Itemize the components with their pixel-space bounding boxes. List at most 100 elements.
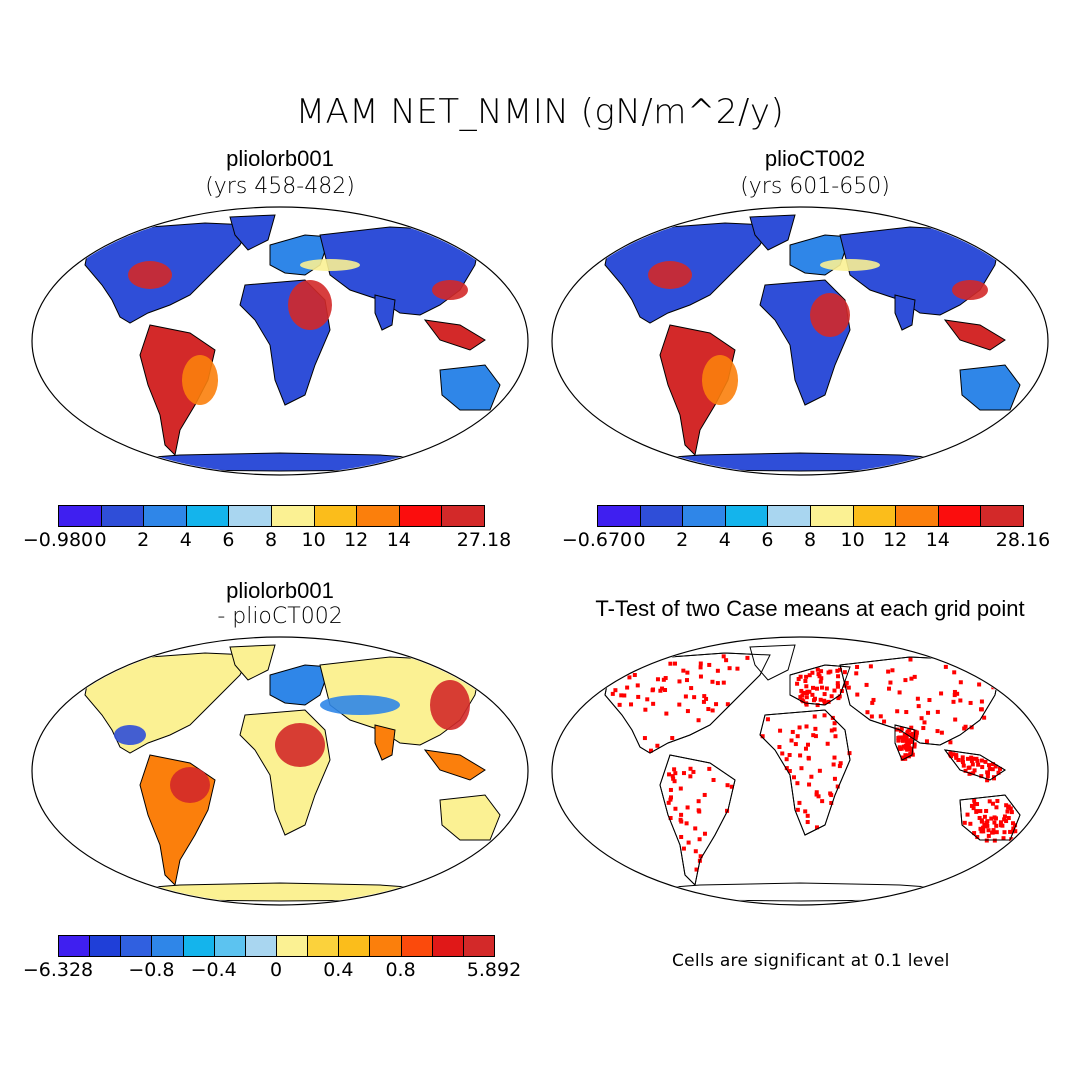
significant-cell (979, 758, 984, 763)
significant-cell (979, 829, 984, 834)
significant-cell (810, 692, 815, 697)
significant-cell (985, 774, 990, 779)
significant-cell (832, 776, 837, 781)
significant-cell (897, 690, 902, 695)
panel-title-bottom-left: pliolorb001 (226, 578, 334, 603)
significant-cell (817, 674, 822, 679)
significant-cell (903, 678, 908, 683)
significant-cell (886, 669, 891, 674)
significant-cell (804, 702, 809, 707)
significant-cell (984, 669, 989, 674)
significant-cell (799, 688, 804, 693)
panel-title-top-right: plioCT002 (764, 146, 866, 171)
significant-cell (903, 745, 908, 750)
significant-cell (803, 679, 808, 684)
significant-cell (935, 729, 940, 734)
significant-cell (985, 823, 990, 828)
significant-cell (660, 686, 665, 691)
significant-cell (969, 755, 974, 760)
significant-cell (787, 753, 792, 758)
significant-cell (908, 747, 913, 752)
significant-cell (696, 718, 701, 723)
significant-cell (910, 731, 915, 736)
significant-cell (664, 711, 669, 716)
significant-cell (986, 833, 991, 838)
colorbar-label: 4 (718, 529, 731, 551)
significant-cell (804, 695, 809, 700)
significant-cell (809, 774, 814, 779)
significant-cell (801, 690, 806, 695)
significant-cell (854, 671, 859, 676)
significant-cell (970, 762, 975, 767)
significant-cell (832, 721, 837, 726)
colorbar-swatch (767, 505, 811, 527)
significant-cell (986, 828, 991, 833)
significant-cell (828, 669, 833, 674)
significant-cell (962, 820, 967, 825)
significant-cell (994, 805, 999, 810)
panel-subtitle-bottom-left: - plioCT002 (217, 604, 343, 629)
colorbar-swatch (228, 505, 272, 527)
significant-cell (897, 746, 902, 751)
coastline-india (894, 724, 916, 761)
significant-cell (818, 679, 823, 684)
colorbar-label: 0 (633, 529, 646, 551)
significant-cell (846, 685, 851, 690)
significant-cell (760, 734, 765, 739)
significant-cell (952, 693, 957, 698)
significant-cell (707, 662, 712, 667)
map-bottom-right (551, 636, 1049, 906)
significant-cell (927, 698, 932, 703)
significant-cell (833, 734, 838, 739)
significant-cell (1002, 830, 1007, 835)
significant-cell (702, 694, 707, 699)
significant-cell (721, 680, 726, 685)
significant-cell (822, 692, 827, 697)
significant-cell (784, 766, 789, 771)
significant-cell (1011, 826, 1016, 831)
colorbar-swatch (356, 505, 400, 527)
significant-cell (1008, 806, 1013, 811)
significant-cell (990, 671, 995, 676)
significant-cell (985, 778, 990, 783)
significant-cell (969, 758, 974, 763)
significant-cell (715, 681, 720, 686)
colorbar-label: 10 (840, 529, 865, 551)
colorbar-swatch (338, 935, 371, 957)
significant-cell (780, 751, 785, 756)
significant-cell (797, 800, 802, 805)
significant-cell (951, 699, 956, 704)
significant-cell (619, 693, 624, 698)
colorbar-swatch (185, 505, 230, 527)
significant-cell (688, 774, 693, 779)
significant-cell (870, 700, 875, 705)
significant-cell (684, 678, 689, 683)
significant-cell (829, 694, 834, 699)
panel-title-bottom-right: T-Test of two Case means at each grid po… (595, 596, 1025, 621)
colorbar-label: −0.8 (128, 959, 175, 981)
significant-cell (710, 679, 715, 684)
significant-cell (679, 834, 684, 839)
significant-cell (984, 808, 989, 813)
colorbar-swatch (980, 505, 1024, 527)
significant-cell (666, 800, 671, 805)
significant-cell (795, 681, 800, 686)
significant-cell (902, 732, 907, 737)
significant-cell (900, 756, 905, 761)
significant-cell (972, 798, 977, 803)
significant-cell (689, 686, 694, 691)
continent-india (894, 294, 916, 331)
significant-cell (706, 707, 711, 712)
significant-cell (832, 755, 837, 760)
coastline-seasia (943, 749, 1006, 781)
significant-cell (625, 685, 630, 690)
significant-cell (673, 806, 678, 811)
significant-cell (914, 731, 919, 736)
significant-cell (655, 743, 660, 748)
significant-cell (978, 826, 983, 831)
significant-cell (685, 709, 690, 714)
significant-cell (967, 771, 972, 776)
significant-cell (910, 752, 915, 757)
significant-cell (989, 816, 994, 821)
significant-cell (813, 726, 818, 731)
